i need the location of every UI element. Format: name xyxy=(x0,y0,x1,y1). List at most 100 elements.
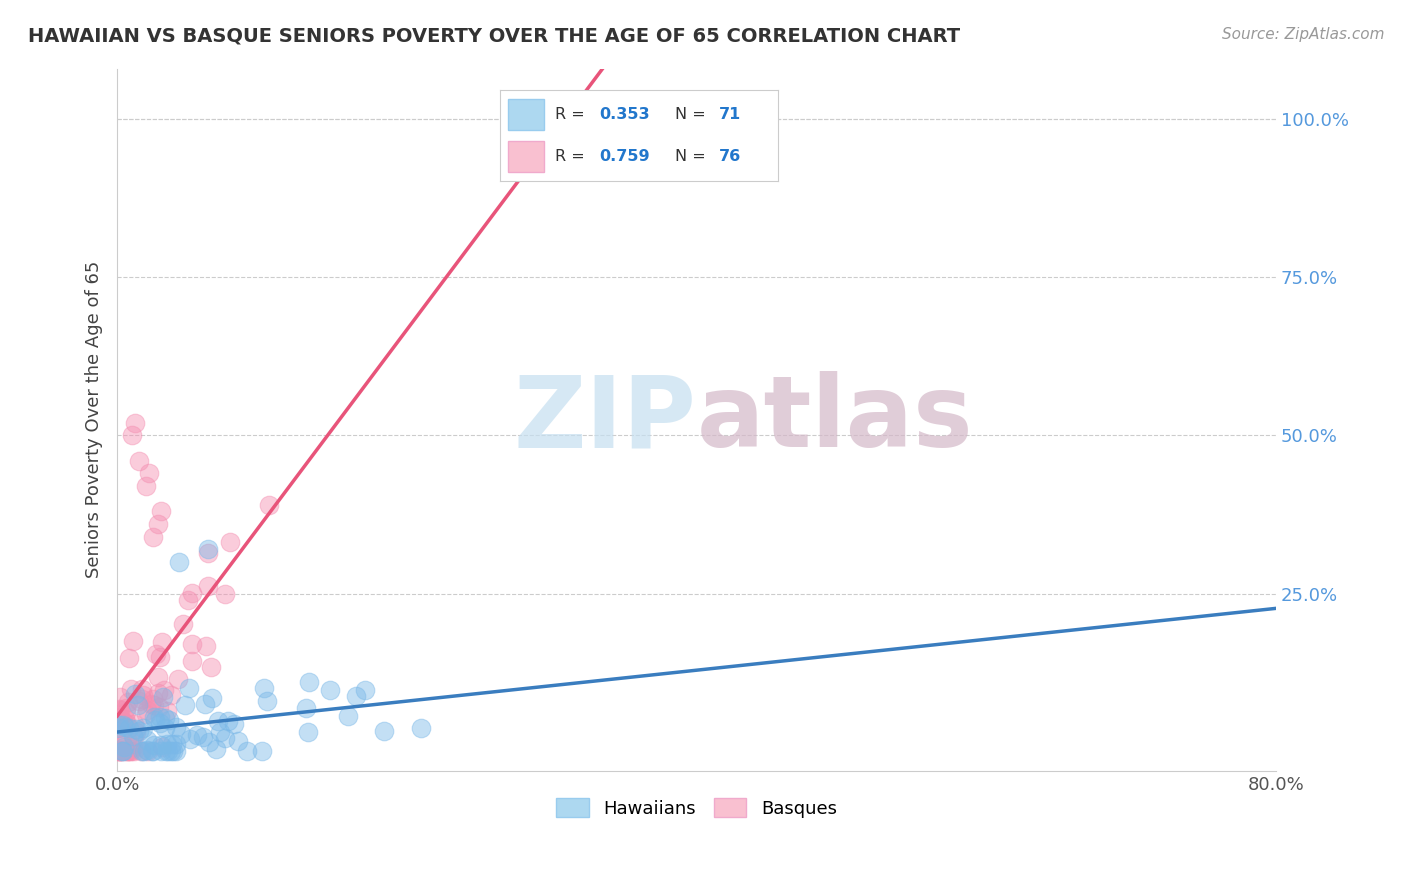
Point xyxy=(143,698,166,713)
Point xyxy=(136,744,159,758)
Point xyxy=(129,744,152,758)
Point xyxy=(122,730,145,744)
Point xyxy=(373,723,395,738)
Point xyxy=(150,739,173,753)
Point xyxy=(141,744,163,758)
Point xyxy=(207,714,229,728)
Point xyxy=(117,732,139,747)
Point xyxy=(169,727,191,741)
Point xyxy=(107,720,129,734)
Point xyxy=(108,718,131,732)
Point xyxy=(295,701,318,715)
Point xyxy=(176,592,198,607)
Point xyxy=(122,717,145,731)
Y-axis label: Seniors Poverty Over the Age of 65: Seniors Poverty Over the Age of 65 xyxy=(86,261,103,578)
Point xyxy=(142,744,165,758)
Point xyxy=(111,717,134,731)
Point xyxy=(138,467,160,481)
Point xyxy=(297,725,319,739)
Text: atlas: atlas xyxy=(696,371,973,468)
Point xyxy=(117,744,139,758)
Point xyxy=(145,647,167,661)
Point xyxy=(117,721,139,735)
Point xyxy=(112,740,135,755)
Point xyxy=(181,637,204,651)
Point xyxy=(411,721,433,735)
Point xyxy=(134,744,156,758)
Point xyxy=(236,744,259,758)
Point xyxy=(121,633,143,648)
Point xyxy=(148,700,170,714)
Point xyxy=(110,724,132,739)
Point xyxy=(124,416,146,430)
Point xyxy=(197,542,219,557)
Legend: Hawaiians, Basques: Hawaiians, Basques xyxy=(550,791,844,825)
Point xyxy=(112,744,135,758)
Point xyxy=(222,716,245,731)
Point xyxy=(128,454,150,468)
Point xyxy=(149,710,172,724)
Point xyxy=(148,686,170,700)
Point xyxy=(167,555,190,569)
Point xyxy=(114,713,136,727)
Point xyxy=(200,660,222,674)
Point xyxy=(145,713,167,727)
Point xyxy=(107,702,129,716)
Point xyxy=(135,479,157,493)
Point xyxy=(150,740,173,755)
Point xyxy=(124,744,146,758)
Point xyxy=(165,737,187,751)
Point xyxy=(125,722,148,736)
Point xyxy=(157,714,180,728)
Point xyxy=(120,681,142,696)
Point xyxy=(214,587,236,601)
Point xyxy=(135,732,157,747)
Point xyxy=(107,744,129,758)
Point xyxy=(167,672,190,686)
Point xyxy=(177,681,200,696)
Point xyxy=(157,744,180,758)
Point xyxy=(201,690,224,705)
Point xyxy=(162,744,184,758)
Point xyxy=(162,737,184,751)
Point xyxy=(117,694,139,708)
Point xyxy=(226,734,249,748)
Point xyxy=(107,744,129,758)
Point xyxy=(194,697,217,711)
Point xyxy=(108,690,131,704)
Point xyxy=(160,744,183,758)
Point xyxy=(180,654,202,668)
Point xyxy=(121,428,143,442)
Point xyxy=(131,744,153,758)
Point xyxy=(143,738,166,752)
Point xyxy=(149,716,172,731)
Point xyxy=(156,704,179,718)
Point xyxy=(250,744,273,758)
Point xyxy=(191,730,214,744)
Point xyxy=(153,721,176,735)
Point xyxy=(111,744,134,758)
Point xyxy=(174,698,197,713)
Point xyxy=(208,725,231,739)
Point xyxy=(159,688,181,702)
Point xyxy=(118,651,141,665)
Point xyxy=(197,546,219,560)
Point xyxy=(132,721,155,735)
Point xyxy=(186,728,208,742)
Point xyxy=(152,690,174,704)
Point xyxy=(149,650,172,665)
Point xyxy=(108,714,131,729)
Point xyxy=(135,706,157,721)
Point xyxy=(165,744,187,758)
Point xyxy=(128,694,150,708)
Point xyxy=(155,711,177,725)
Point xyxy=(142,530,165,544)
Point xyxy=(120,744,142,758)
Point xyxy=(122,740,145,755)
Point xyxy=(214,731,236,745)
Point xyxy=(142,692,165,706)
Point xyxy=(256,693,278,707)
Text: HAWAIIAN VS BASQUE SENIORS POVERTY OVER THE AGE OF 65 CORRELATION CHART: HAWAIIAN VS BASQUE SENIORS POVERTY OVER … xyxy=(28,27,960,45)
Point xyxy=(110,744,132,758)
Point xyxy=(219,535,242,549)
